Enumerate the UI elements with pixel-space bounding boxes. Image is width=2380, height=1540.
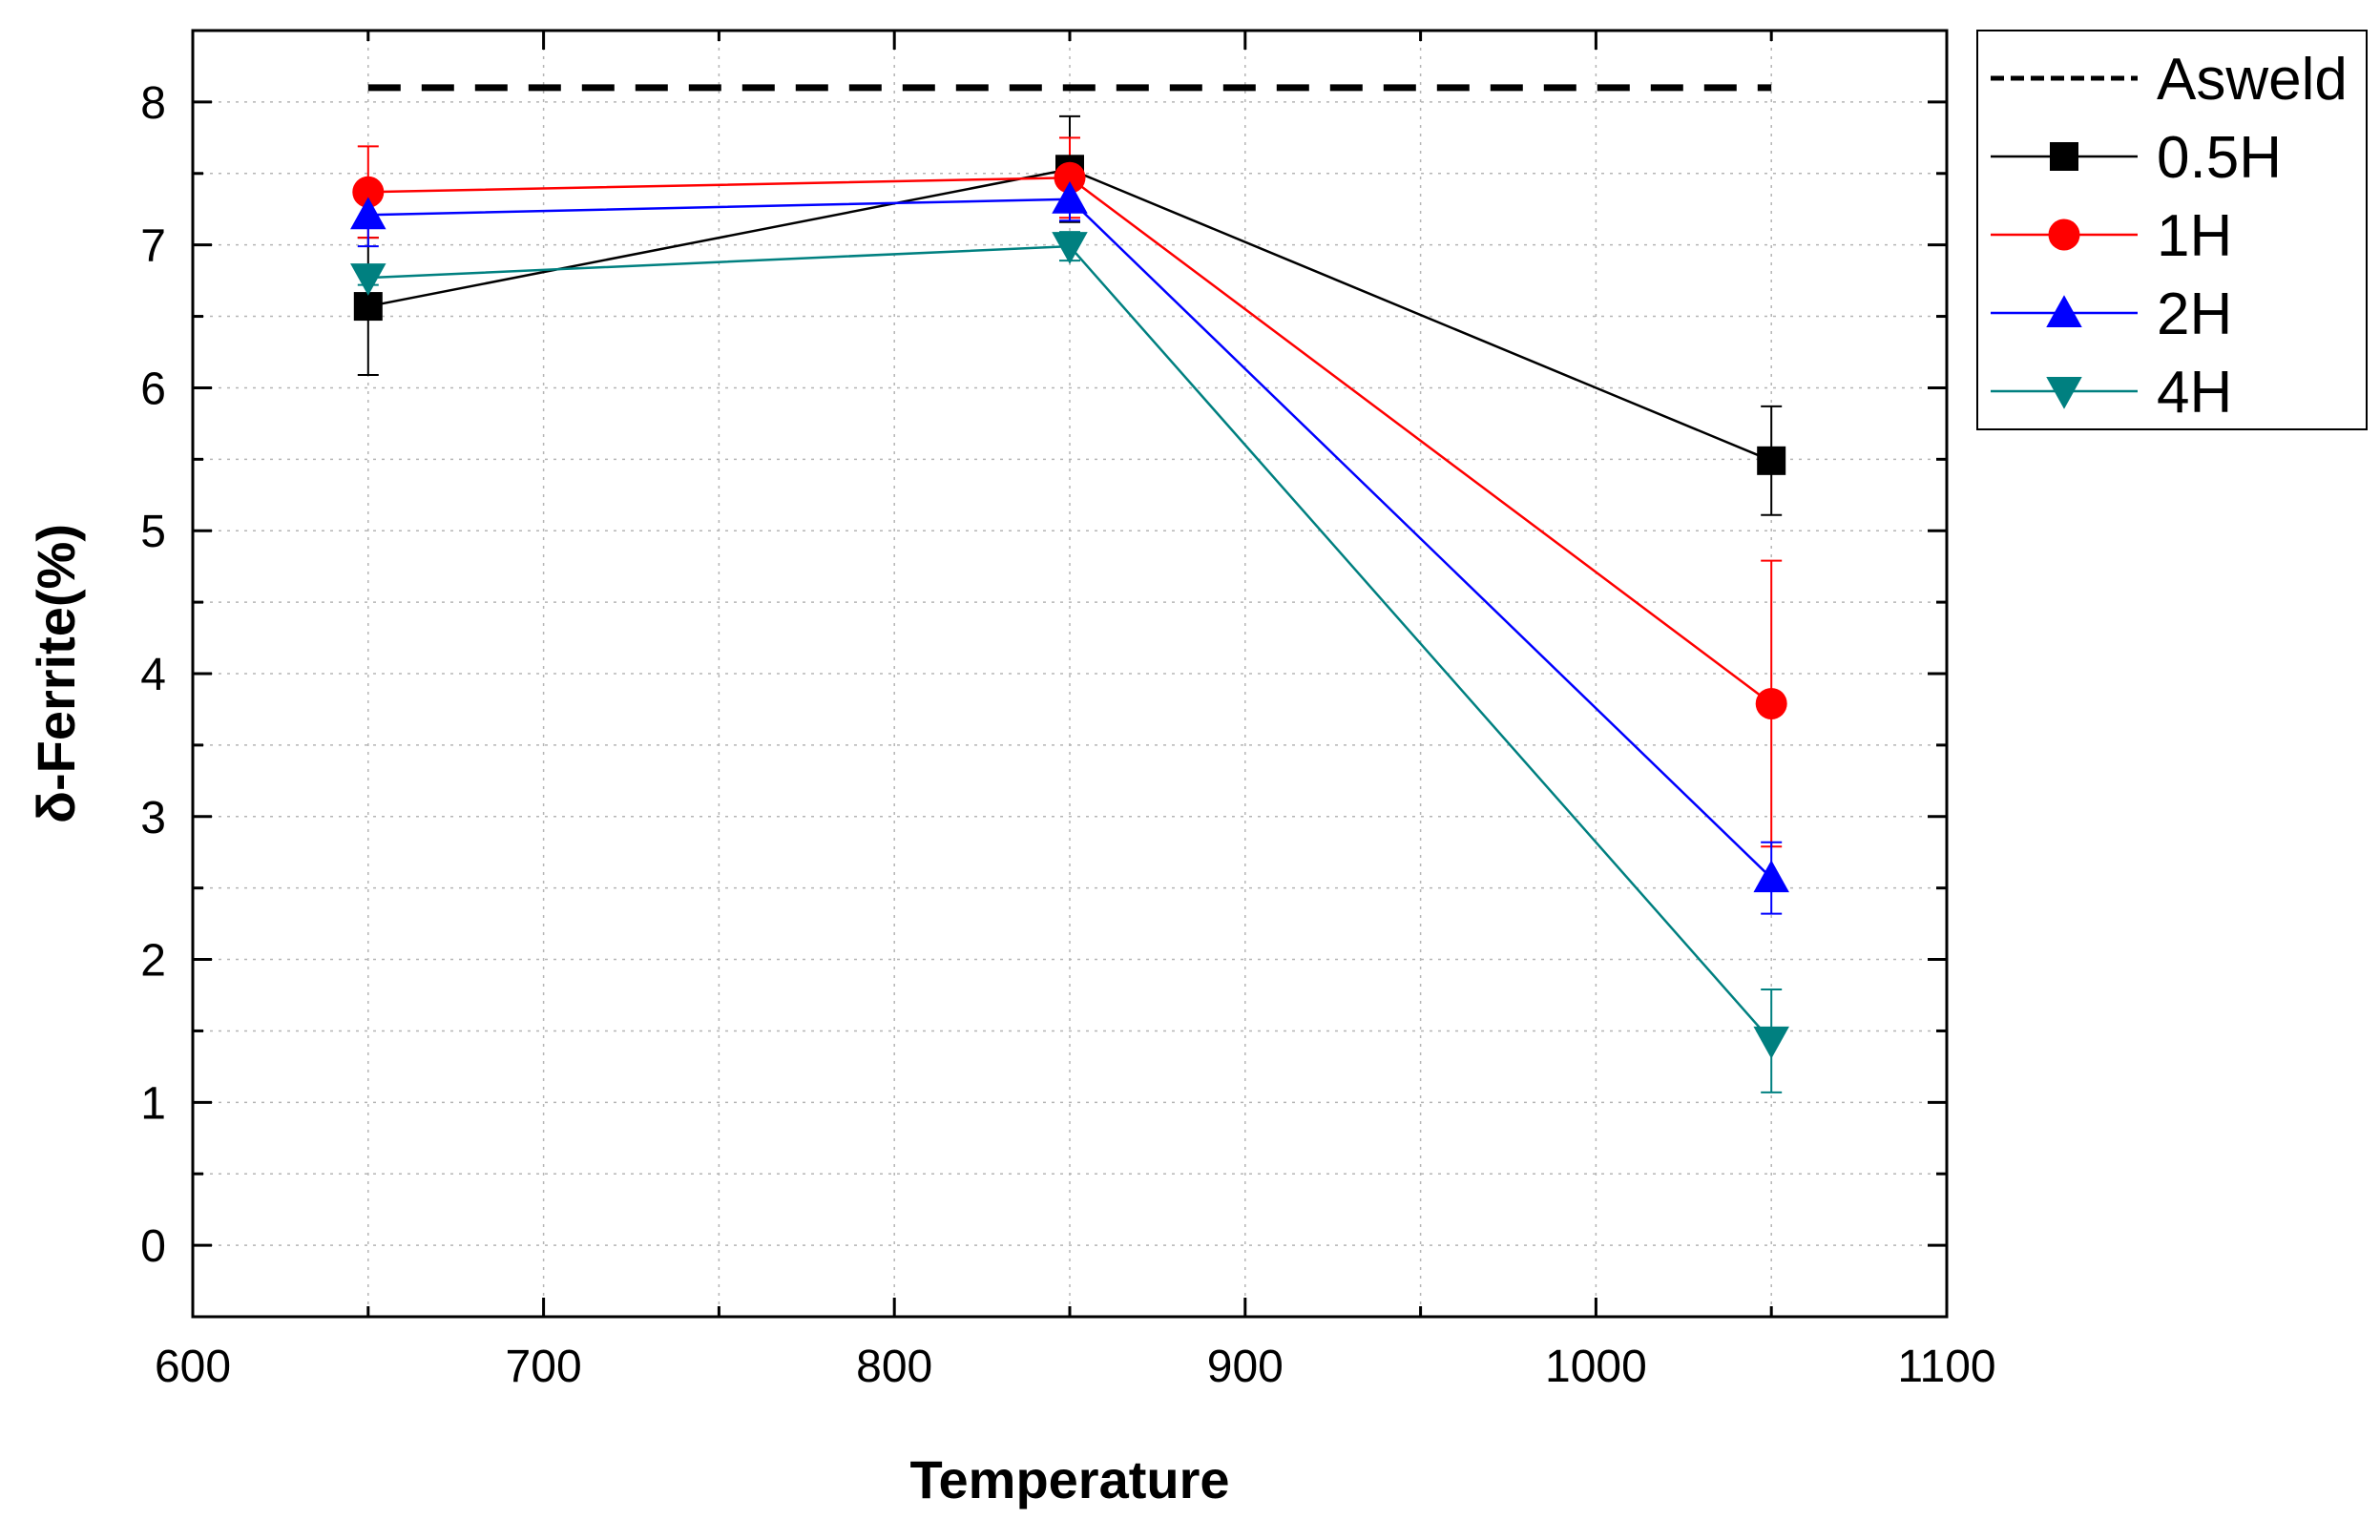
x-tick-label: 1100 [1897, 1342, 1995, 1392]
y-tick-label: 4 [140, 650, 166, 700]
data-point [1753, 1026, 1789, 1059]
series-2H [357, 177, 1783, 915]
data-point [350, 263, 386, 296]
y-tick-label: 3 [140, 793, 166, 843]
markers-2H [350, 180, 1789, 893]
x-axis-title: Temperature [909, 1449, 1229, 1509]
legend-label-asweld: Asweld [2157, 47, 2348, 113]
data-point [350, 197, 386, 230]
x-tick-label: 700 [506, 1342, 582, 1392]
data-point [352, 176, 385, 208]
legend: Asweld 0.5H 1H 2H 4H [1976, 30, 2368, 430]
y-tick-label: 1 [140, 1078, 166, 1129]
x-tick-label: 900 [1207, 1342, 1284, 1392]
y-tick-label: 6 [140, 364, 166, 414]
legend-marker [2046, 295, 2082, 327]
x-tick-label: 600 [155, 1342, 231, 1392]
data-point [1757, 446, 1786, 475]
markers-1H [352, 161, 1787, 719]
y-axis-title: δ-Ferrite(%) [26, 524, 86, 823]
y-tick-label: 0 [140, 1221, 166, 1272]
legend-box [1976, 30, 2368, 430]
markers-4H [350, 232, 1789, 1059]
y-tick-label: 5 [140, 507, 166, 557]
y-tick-label: 8 [140, 78, 166, 129]
legend-label: 1H [2157, 203, 2232, 269]
x-tick-label: 800 [856, 1342, 932, 1392]
axis-ticks: 600 700 800 900 1000 1100 0 1 2 3 4 5 6 7 8 [140, 29, 1996, 1392]
data-point [1054, 161, 1086, 194]
data-point [1052, 180, 1088, 214]
y-tick-label: 2 [140, 936, 166, 987]
y-tick-label: 7 [140, 221, 166, 272]
series-4H [357, 231, 1783, 1093]
grid [193, 31, 1947, 1317]
legend-marker [2050, 142, 2078, 171]
data-point [1755, 687, 1787, 719]
data-point [1052, 232, 1088, 264]
legend-label: 0.5H [2157, 125, 2282, 191]
legend-marker [2048, 219, 2080, 251]
data-point [353, 292, 383, 322]
x-tick-label: 1000 [1545, 1342, 1647, 1392]
series-group [350, 114, 1789, 1093]
legend-label: 4H [2157, 360, 2232, 426]
data-point [1753, 860, 1789, 893]
legend-marker [2046, 377, 2082, 409]
legend-label: 2H [2157, 281, 2232, 347]
